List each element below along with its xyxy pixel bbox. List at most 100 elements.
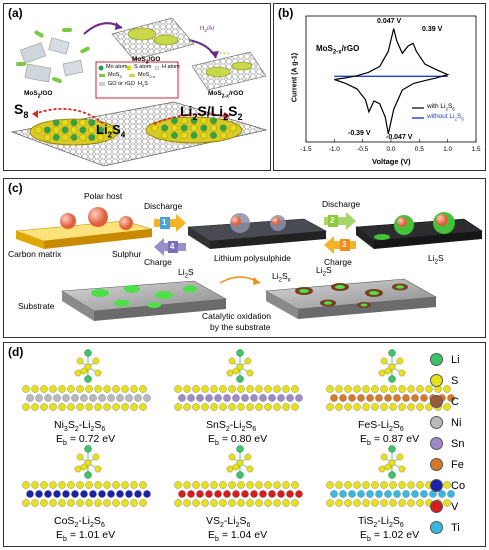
x-tick-label-5: 1.0: [443, 146, 452, 153]
slab-atom: [192, 499, 200, 507]
panel-a-label: (a): [8, 6, 23, 20]
slab-atom: [371, 403, 379, 411]
slab-atom: [411, 490, 419, 498]
li2s6-atom: [226, 465, 234, 473]
label-substrate: Substrate: [18, 301, 55, 311]
legend-mos2x: MoS2-x: [138, 72, 155, 80]
slab-atom: [282, 385, 290, 393]
li2s6-atom: [388, 363, 396, 371]
slab-atom: [389, 385, 397, 393]
slab-atom: [291, 403, 299, 411]
panel-d-label: (d): [8, 345, 24, 359]
legend-h: H atom: [162, 64, 180, 70]
li2s6-atom: [378, 369, 386, 377]
li2s6-atom: [236, 349, 244, 357]
slab-atom: [103, 499, 111, 507]
slab-atom: [22, 499, 30, 507]
step-arrows: [154, 212, 356, 256]
structure-name-1: SnS2-Li2S6: [206, 419, 257, 434]
li2s6-atom: [94, 369, 102, 377]
slab-atom: [286, 394, 294, 402]
peak-label-2: 0.39 V: [422, 26, 443, 33]
slab-atom: [291, 481, 299, 489]
li2s6-atom: [76, 453, 84, 461]
slab-atom: [58, 403, 66, 411]
slab-atom: [416, 499, 424, 507]
label-li2s4: Li2S4: [96, 122, 126, 140]
slab-atom: [62, 490, 70, 498]
label-li2s-li2s2: Li2S/Li2S2: [180, 103, 243, 122]
slab-atom: [85, 385, 93, 393]
slab-atom: [35, 394, 43, 402]
slab-atom: [67, 499, 75, 507]
structures-illustration: [22, 349, 455, 507]
slab-atom: [40, 481, 48, 489]
slab-atom: [58, 385, 66, 393]
cluster-atom-2: [43, 133, 51, 141]
slab-atom: [196, 490, 204, 498]
slab-atom: [201, 385, 209, 393]
slab-atom: [53, 490, 61, 498]
slab-atom: [44, 490, 52, 498]
cluster-atom-13: [79, 126, 87, 134]
slab-atom: [282, 481, 290, 489]
x-axis-label: Voltage (V): [372, 157, 411, 166]
legend-dot-ni: [430, 416, 443, 429]
slab-atom: [273, 403, 281, 411]
slab-atom: [389, 481, 397, 489]
slab-atom: [335, 481, 343, 489]
li2s6-atom: [232, 367, 240, 375]
li2s6-atom: [236, 363, 244, 371]
slab-atom: [49, 499, 57, 507]
slab-atom: [228, 481, 236, 489]
slab-atom: [232, 394, 240, 402]
li2s6-atom: [384, 463, 392, 471]
slab-atom: [286, 490, 294, 498]
step-1: 1: [162, 218, 167, 227]
slab-atom: [58, 481, 66, 489]
li2s6-atom: [246, 465, 254, 473]
slab-atom: [228, 499, 236, 507]
cluster-atom-3: [52, 119, 60, 127]
cluster-atom-17: [88, 133, 96, 141]
slab-atom: [178, 490, 186, 498]
li2s6-atom: [388, 349, 396, 357]
slab-atom: [112, 481, 120, 489]
slab-atom: [348, 394, 356, 402]
slab-atom: [89, 490, 97, 498]
cluster-atom-27: [180, 117, 188, 125]
slab-atom: [443, 403, 451, 411]
slab-atom: [402, 490, 410, 498]
slab-atom: [22, 481, 30, 489]
slab-atom: [130, 499, 138, 507]
slab-atom: [44, 394, 52, 402]
slab-atom: [335, 403, 343, 411]
slab-atom: [103, 403, 111, 411]
legend-sn: Sn: [430, 437, 464, 450]
panel-c-label: (c): [8, 181, 23, 195]
slab-atom: [393, 394, 401, 402]
slab-atom: [250, 490, 258, 498]
slab-atom: [273, 499, 281, 507]
x-tick-label-3: 0.0: [386, 146, 395, 153]
slab-atom: [205, 490, 213, 498]
slab-atom: [183, 499, 191, 507]
slab-atom: [67, 385, 75, 393]
slab-atom: [389, 403, 397, 411]
slab-atom: [107, 394, 115, 402]
slab-atom: [398, 499, 406, 507]
panel-a-legend: ᵥ: [95, 61, 179, 99]
label-sulphur: Sulphur: [112, 249, 142, 259]
panel-a-illustration: ᵥ ᵥ ᵥ ᵥ: [10, 17, 268, 167]
binding-energy-5: Eb = 1.02 eV: [360, 529, 420, 544]
slab-atom: [116, 394, 124, 402]
cluster-atom-11: [70, 133, 78, 141]
li2s6-atom: [94, 465, 102, 473]
cluster-atom-39: [219, 124, 227, 132]
structure-5: [326, 445, 455, 507]
label-h2ar: H2/Ar: [200, 26, 215, 34]
slab-atom: [130, 385, 138, 393]
slab-atom: [443, 481, 451, 489]
slab-atom: [53, 394, 61, 402]
label-li2s-substrate-left: Li2S: [178, 267, 194, 280]
